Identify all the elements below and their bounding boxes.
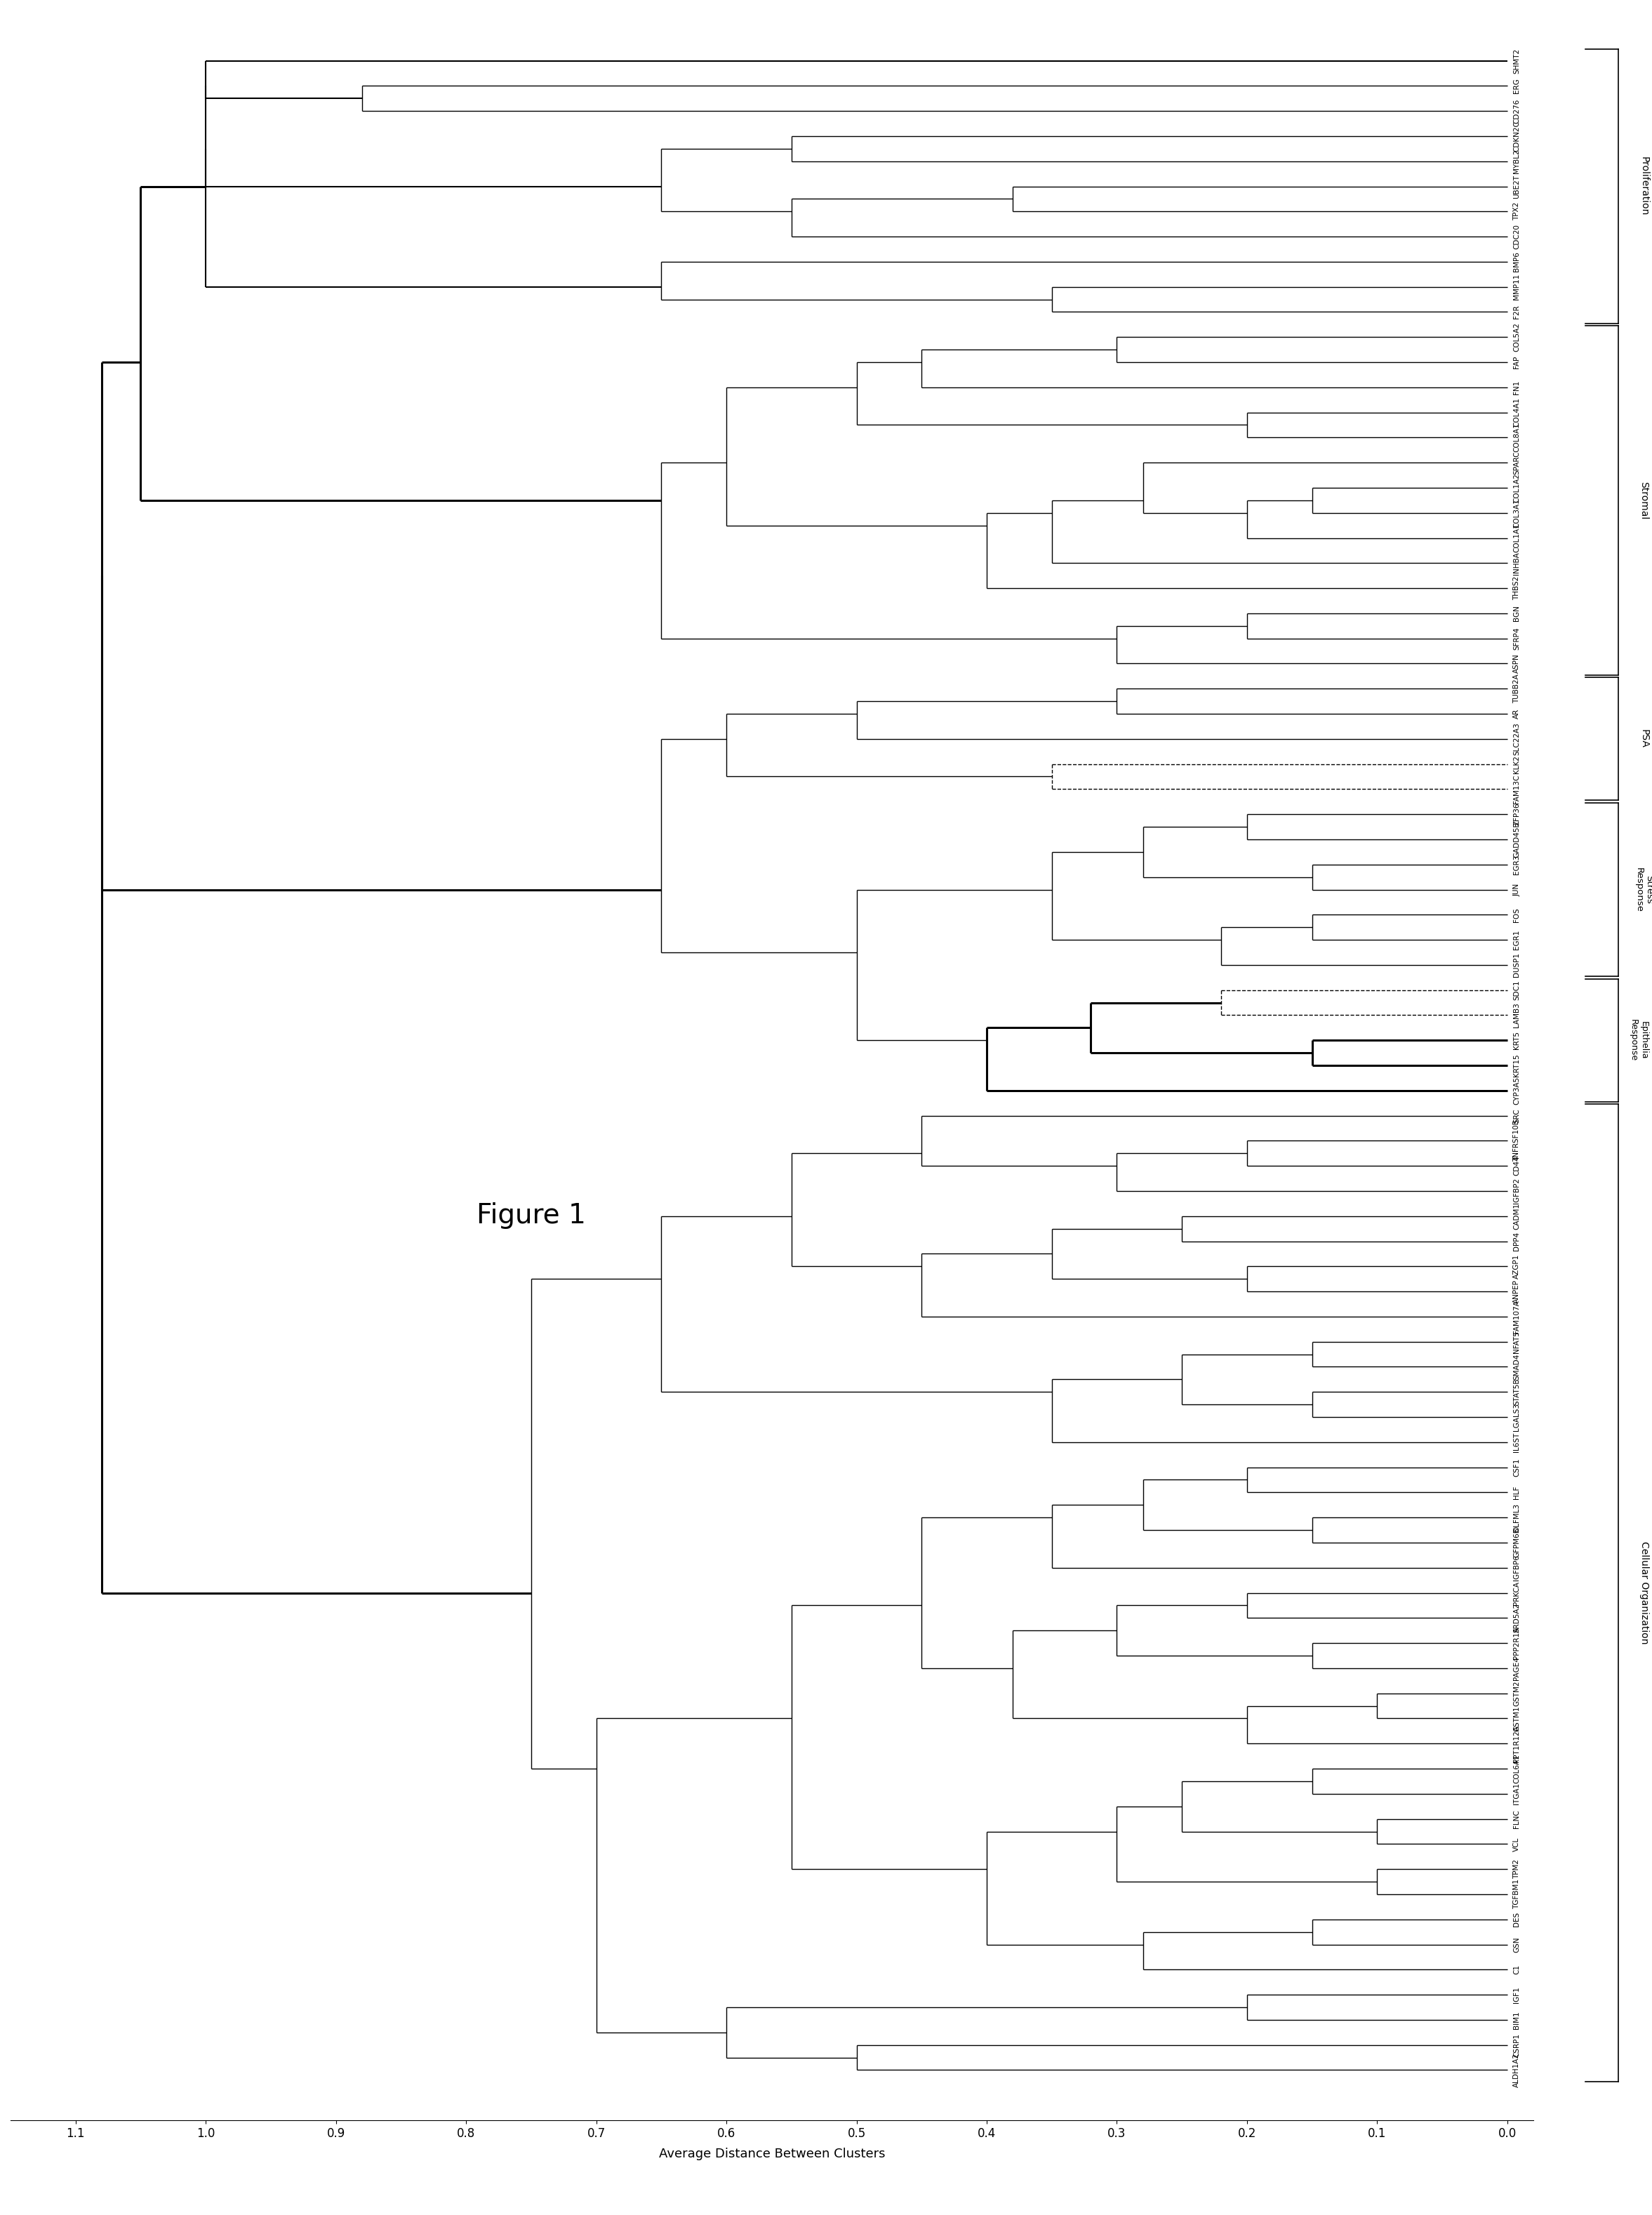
Text: THBS2: THBS2 [1513,576,1520,600]
Text: IGFBP6: IGFBP6 [1513,1555,1520,1582]
X-axis label: Average Distance Between Clusters: Average Distance Between Clusters [659,2149,885,2160]
Text: INHBA: INHBA [1513,552,1520,574]
Text: IGF1: IGF1 [1513,1987,1520,2002]
Text: LGALS3: LGALS3 [1513,1402,1520,1431]
Text: MMP11: MMP11 [1513,275,1520,299]
Text: GSTM1: GSTM1 [1513,1706,1520,1732]
Text: VCL: VCL [1513,1836,1520,1852]
Text: EGR1: EGR1 [1513,930,1520,950]
Text: PPP2R1A: PPP2R1A [1513,1626,1520,1659]
Text: DPP4: DPP4 [1513,1232,1520,1251]
Text: GSN: GSN [1513,1936,1520,1951]
Text: Proliferation: Proliferation [1639,157,1649,215]
Text: OLFML3: OLFML3 [1513,1504,1520,1533]
Text: TGFBM1: TGFBM1 [1513,1878,1520,1909]
Text: COL5A2: COL5A2 [1513,323,1520,352]
Text: COL1A2: COL1A2 [1513,474,1520,503]
Text: AZGP1: AZGP1 [1513,1254,1520,1278]
Text: FN1: FN1 [1513,381,1520,394]
Text: Cellular Organization: Cellular Organization [1639,1542,1649,1644]
Text: SRD5A2: SRD5A2 [1513,1604,1520,1632]
Text: TPX2: TPX2 [1513,202,1520,222]
Text: CADM1: CADM1 [1513,1203,1520,1229]
Text: SMAD4: SMAD4 [1513,1353,1520,1380]
Text: Stromal: Stromal [1639,481,1649,518]
Text: FAM13C: FAM13C [1513,775,1520,804]
Text: CD44: CD44 [1513,1156,1520,1176]
Text: COL1A1: COL1A1 [1513,523,1520,552]
Text: ITGA1: ITGA1 [1513,1783,1520,1805]
Text: COL8A1: COL8A1 [1513,423,1520,452]
Text: PAGE4: PAGE4 [1513,1657,1520,1681]
Text: CYP3A5: CYP3A5 [1513,1076,1520,1105]
Text: BMP6: BMP6 [1513,253,1520,272]
Text: ZFP36: ZFP36 [1513,802,1520,826]
Text: SFRP4: SFRP4 [1513,627,1520,649]
Text: GADD45B: GADD45B [1513,822,1520,857]
Text: COL4A1: COL4A1 [1513,399,1520,427]
Text: KRT5: KRT5 [1513,1032,1520,1050]
Text: ANPEP: ANPEP [1513,1280,1520,1302]
Text: FAM107A: FAM107A [1513,1300,1520,1333]
Text: IGFBP2: IGFBP2 [1513,1178,1520,1205]
Text: ERG: ERG [1513,78,1520,93]
Text: F2R: F2R [1513,306,1520,319]
Text: DUSP1: DUSP1 [1513,952,1520,977]
Text: IL6ST: IL6ST [1513,1433,1520,1453]
Text: FOS: FOS [1513,908,1520,921]
Text: CDKN2C: CDKN2C [1513,120,1520,151]
Text: CD276: CD276 [1513,100,1520,124]
Text: Basal
Epithelia
Response: Basal Epithelia Response [1629,1019,1652,1061]
Text: KRT15: KRT15 [1513,1054,1520,1076]
Text: STAT5B: STAT5B [1513,1378,1520,1407]
Text: GSTM2: GSTM2 [1513,1681,1520,1706]
Text: ALDH1A2: ALDH1A2 [1513,2053,1520,2087]
Text: COL3A1: COL3A1 [1513,498,1520,527]
Text: SHMT2: SHMT2 [1513,49,1520,73]
Text: Stress
Response: Stress Response [1634,868,1652,913]
Text: PPT1R12A: PPT1R12A [1513,1725,1520,1763]
Text: HLF: HLF [1513,1486,1520,1500]
Text: AR: AR [1513,709,1520,720]
Text: PSA: PSA [1639,729,1649,749]
Text: ASPN: ASPN [1513,653,1520,673]
Text: DES: DES [1513,1912,1520,1927]
Text: KLK2: KLK2 [1513,755,1520,773]
Text: CSF1: CSF1 [1513,1457,1520,1477]
Text: LAMB3: LAMB3 [1513,1003,1520,1028]
Text: GFPM6B: GFPM6B [1513,1528,1520,1557]
Text: BIM1: BIM1 [1513,2011,1520,2029]
Text: SRC: SRC [1513,1108,1520,1123]
Text: UBE2T: UBE2T [1513,175,1520,199]
Text: FLNC: FLNC [1513,1810,1520,1827]
Text: SDC1: SDC1 [1513,979,1520,1001]
Text: EGR3: EGR3 [1513,855,1520,875]
Text: TUBB2A: TUBB2A [1513,673,1520,704]
Text: CDC20: CDC20 [1513,224,1520,248]
Text: Figure 1: Figure 1 [476,1203,586,1229]
Text: SLC22A3: SLC22A3 [1513,722,1520,755]
Text: BGN: BGN [1513,605,1520,622]
Text: CSRP1: CSRP1 [1513,2033,1520,2058]
Text: SPARC: SPARC [1513,452,1520,474]
Text: TNFRSF10B: TNFRSF10B [1513,1121,1520,1161]
Text: PRKCA: PRKCA [1513,1582,1520,1606]
Text: COL6A1: COL6A1 [1513,1754,1520,1783]
Text: C1: C1 [1513,1965,1520,1974]
Text: JUN: JUN [1513,884,1520,897]
Text: TPM2: TPM2 [1513,1858,1520,1878]
Text: NFAT5: NFAT5 [1513,1331,1520,1353]
Text: MYBL2: MYBL2 [1513,148,1520,173]
Text: FAP: FAP [1513,357,1520,368]
